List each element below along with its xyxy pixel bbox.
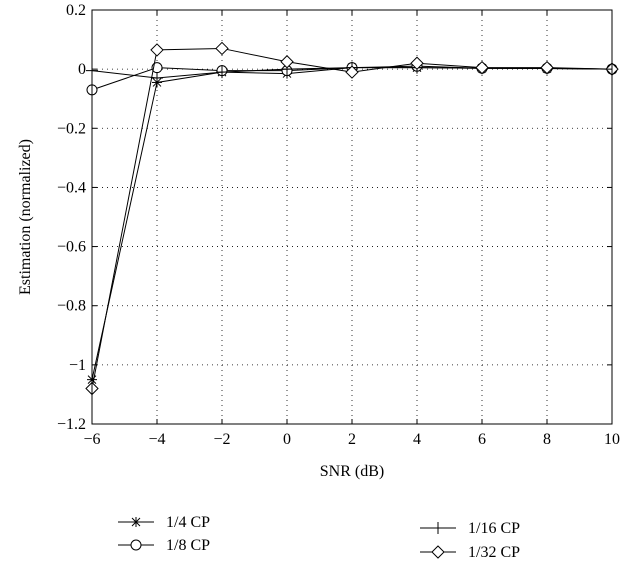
x-tick-label: 2	[348, 431, 356, 448]
legend-label: 1/32 CP	[468, 544, 520, 561]
ticks: −6 −4 −2 0 2 4 6 8 10 0.2 0 −0.2 −0.4 −0.6 −0.8 −1 −1.2	[57, 2, 620, 448]
legend-label: 1/16 CP	[468, 520, 520, 537]
legend-item: 1/8 CP	[118, 537, 210, 554]
marker-diamond	[215, 41, 229, 56]
marker-plus	[216, 66, 228, 79]
legend-label: 1/8 CP	[166, 537, 210, 554]
marker-circle	[130, 539, 142, 551]
x-tick-label: 0	[283, 431, 291, 448]
x-tick-label: −4	[148, 431, 165, 448]
legend-item: 1/16 CP	[420, 520, 520, 537]
x-tick-label: 4	[413, 431, 421, 448]
y-axis-label: Estimation (normalized)	[17, 139, 34, 295]
marker-diamond	[345, 65, 359, 79]
series-layer	[85, 41, 619, 396]
y-tick-label: −0.6	[57, 239, 86, 256]
marker-asterisk	[131, 517, 141, 527]
marker-diamond	[431, 545, 445, 559]
y-tick-label: −0.8	[57, 298, 86, 315]
x-tick-label: −2	[213, 431, 230, 448]
series-line	[91, 67, 613, 380]
x-tick-label: 10	[604, 431, 620, 448]
marker-diamond	[280, 55, 294, 69]
marker-diamond	[410, 56, 424, 70]
y-tick-label: −0.2	[57, 120, 86, 137]
y-tick-label: 0	[78, 61, 86, 78]
x-tick-label: −6	[83, 431, 100, 448]
legend: 1/4 CP 1/8 CP 1/16 CP 1/32 CP	[118, 514, 520, 561]
y-tick-label: −1.2	[57, 416, 86, 433]
y-tick-label: −1	[69, 357, 86, 374]
marker-plus	[432, 522, 444, 534]
legend-label: 1/4 CP	[166, 514, 210, 531]
legend-item: 1/4 CP	[118, 514, 210, 531]
marker-diamond	[475, 60, 489, 75]
x-tick-label: 8	[543, 431, 551, 448]
x-tick-label: 6	[478, 431, 486, 448]
marker-diamond	[540, 60, 554, 75]
marker-diamond	[150, 43, 164, 57]
marker-plus	[151, 72, 163, 85]
x-axis-label: SNR (dB)	[320, 463, 384, 480]
series-line	[91, 47, 613, 389]
y-tick-label: −0.4	[57, 179, 86, 196]
legend-item: 1/32 CP	[420, 544, 520, 561]
y-tick-label: 0.2	[66, 2, 86, 19]
